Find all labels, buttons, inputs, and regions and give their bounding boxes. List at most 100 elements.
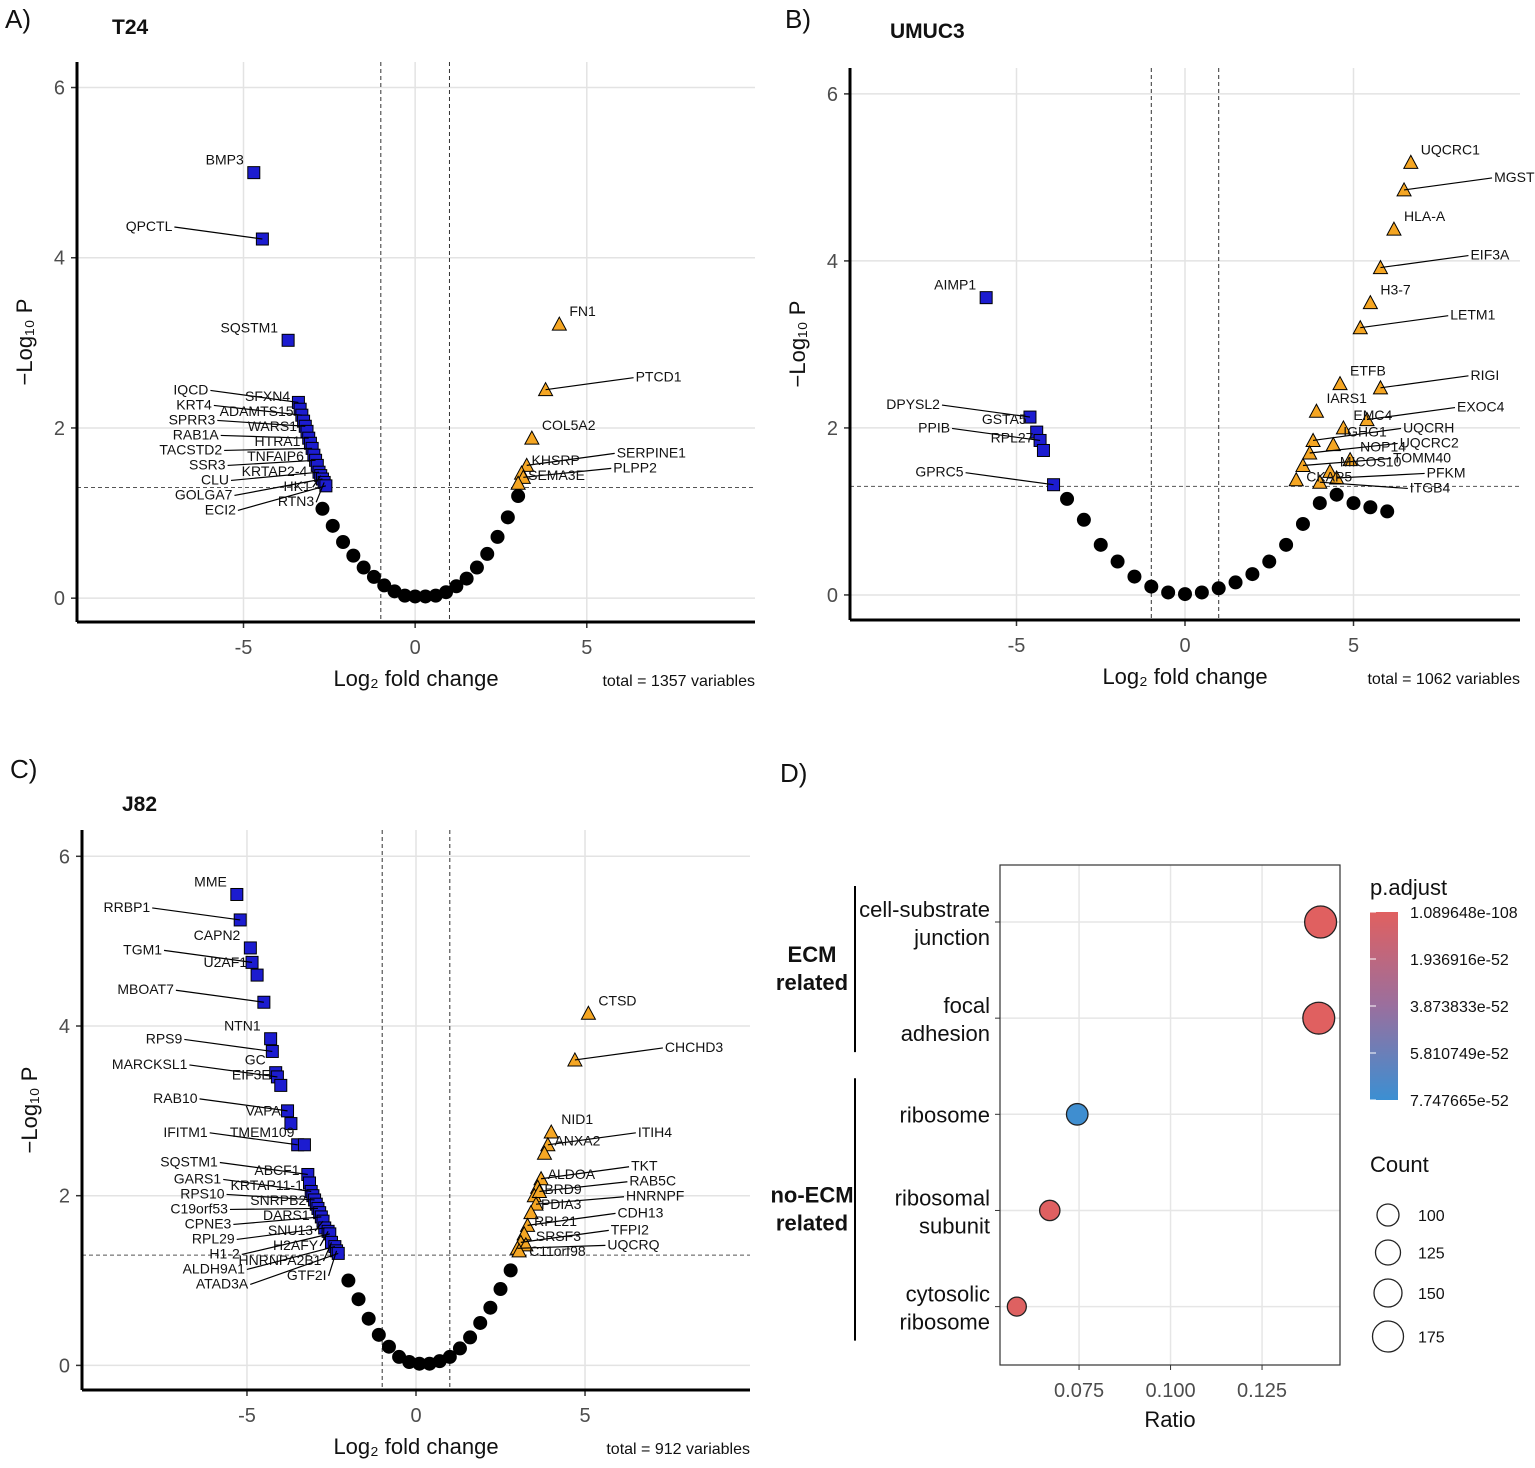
point	[1303, 905, 1338, 939]
x-tick-label: 5	[581, 637, 592, 659]
point	[397, 588, 412, 603]
point	[1178, 587, 1192, 602]
point-label: CTSD	[598, 992, 636, 1008]
point	[351, 1292, 366, 1307]
point-label: SQSTM1	[221, 319, 279, 335]
panel-label: D)	[780, 758, 807, 788]
category-label: focal adhesion	[901, 993, 990, 1046]
point-label: TNFAIP6	[247, 448, 304, 464]
point	[459, 571, 474, 586]
point	[503, 1263, 518, 1278]
point	[452, 1341, 467, 1356]
point-label: CHCHD3	[665, 1039, 724, 1055]
label-leader	[517, 1244, 606, 1249]
point	[442, 1349, 457, 1364]
point	[543, 1124, 560, 1139]
point-label: UQCRC1	[1421, 141, 1480, 157]
point-label: MICOS10	[1340, 454, 1402, 470]
point-label: HTRA1	[255, 433, 301, 449]
point	[1335, 419, 1352, 435]
label-leader	[951, 427, 1041, 442]
label-leader	[1380, 375, 1469, 389]
label-leader	[523, 467, 612, 478]
label-leader	[241, 1233, 330, 1256]
size-label: 175	[1418, 1330, 1445, 1347]
point-label: RTN3	[278, 493, 315, 509]
point	[1194, 585, 1209, 600]
point-label: KHSRP	[532, 452, 580, 468]
point-label: ABCF1	[254, 1162, 299, 1178]
x-tick-label: -5	[238, 1405, 256, 1427]
y-tick-label: 2	[827, 418, 838, 440]
point-label: NOP14	[1360, 439, 1406, 455]
point-label: ANXA2	[554, 1132, 600, 1148]
point	[243, 941, 257, 955]
label-leader	[209, 1132, 298, 1146]
point	[480, 546, 495, 561]
point-label: AIMP1	[934, 277, 976, 293]
point-label: SQSTM1	[160, 1153, 218, 1169]
point-label: IQCD	[173, 381, 208, 397]
point	[1363, 500, 1378, 515]
point-label: VAPA	[246, 1103, 282, 1119]
point	[524, 430, 540, 445]
point	[297, 1138, 311, 1152]
label-leader	[574, 1047, 663, 1061]
point-label: RIGI	[1470, 367, 1499, 383]
label-leader	[234, 478, 323, 497]
point-label: HK1	[284, 478, 311, 494]
point	[1038, 1199, 1061, 1222]
point	[1386, 221, 1402, 236]
label-leader	[535, 1196, 625, 1205]
point-label: KRT4	[176, 396, 212, 412]
point-label: MBOAT7	[117, 981, 174, 997]
point	[412, 1356, 427, 1371]
caption: total = 1062 variables	[1367, 671, 1520, 688]
point-label: TGM1	[123, 941, 162, 957]
x-tick-label: 0.100	[1146, 1380, 1196, 1402]
point-label: EIF3E	[232, 1067, 271, 1083]
size-key	[1373, 1278, 1403, 1308]
x-tick-label: 0	[1179, 635, 1190, 657]
point-label: SEMA3E	[528, 467, 585, 483]
colorbar-label: 5.810749e-52	[1410, 1046, 1509, 1063]
point-label: UQCRH	[1403, 419, 1454, 435]
label-leader	[220, 434, 309, 439]
point	[1311, 474, 1328, 489]
point	[1308, 403, 1325, 418]
point	[377, 578, 392, 593]
label-leader	[175, 989, 264, 1003]
point	[483, 1300, 498, 1315]
panel-label: B)	[785, 4, 811, 34]
x-tick-label: -5	[235, 637, 253, 659]
point-label: QPCTL	[126, 218, 173, 234]
colorbar-label: 1.936916e-52	[1410, 952, 1509, 969]
point	[1329, 487, 1344, 502]
point	[551, 316, 568, 331]
point	[1228, 575, 1243, 590]
label-leader	[217, 419, 306, 427]
legend-title: p.adjust	[1370, 875, 1447, 900]
x-tick-label: 5	[1348, 635, 1359, 657]
point	[1076, 512, 1091, 527]
point-label: H1-2	[209, 1245, 240, 1261]
point-label: ADAMTS15	[220, 403, 294, 419]
point-label: H3-7	[1380, 282, 1411, 298]
point-label: HNRNPA2B1	[238, 1252, 321, 1268]
category-label: cytosolic ribosome	[900, 1282, 990, 1335]
label-leader	[1380, 254, 1469, 269]
size-label: 100	[1418, 1208, 1445, 1225]
y-tick-label: 4	[59, 1016, 70, 1038]
label-leader	[236, 1227, 325, 1241]
point	[1036, 443, 1050, 457]
point	[346, 548, 361, 563]
point	[247, 166, 261, 180]
point	[1006, 1296, 1027, 1317]
point-label: SPRR3	[169, 411, 216, 427]
point-label: ALDOA	[548, 1166, 596, 1182]
point	[1065, 1102, 1089, 1126]
label-leader	[199, 1098, 288, 1112]
label-leader	[1309, 442, 1398, 454]
label-leader	[226, 1193, 315, 1201]
label-leader	[1319, 481, 1408, 490]
